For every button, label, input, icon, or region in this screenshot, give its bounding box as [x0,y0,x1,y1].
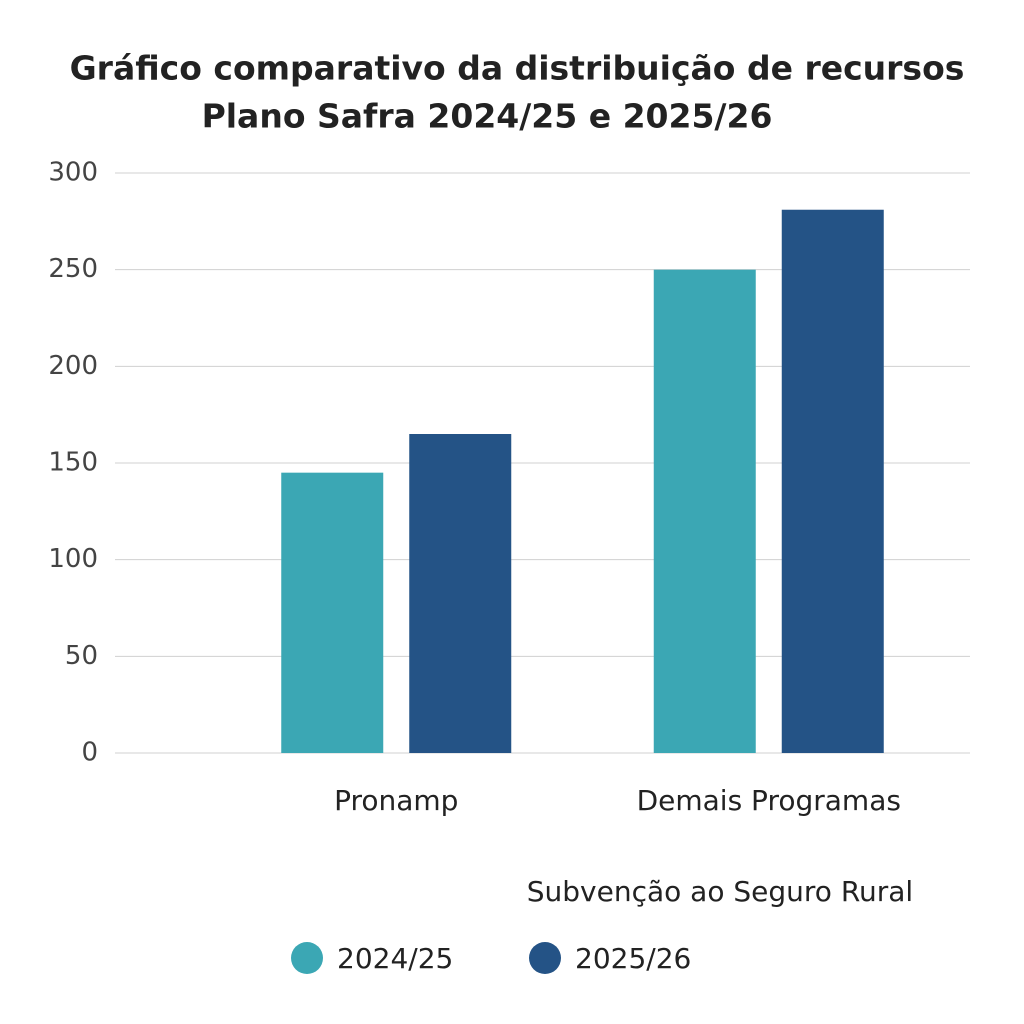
bar [781,209,884,753]
y-tick-label: 50 [65,641,98,671]
bar [653,269,756,753]
legend-marker [291,942,323,974]
x-tick-label: Pronamp [334,784,458,817]
y-tick-label: 100 [48,544,98,574]
y-tick-label: 200 [48,351,98,381]
x-tick-label: Demais Programas [637,784,901,817]
y-tick-label: 250 [48,254,98,284]
legend-marker [529,942,561,974]
bar [281,472,384,753]
y-tick-label: 0 [81,738,98,768]
chart-title: Plano Safra 2024/25 e 2025/26 [202,97,773,136]
y-tick-label: 150 [48,448,98,478]
chart-title: Gráfico comparativo da distribuição de r… [70,49,965,88]
annotation: Subvenção ao Seguro Rural [527,875,913,908]
y-tick-label: 300 [48,158,98,188]
bar [409,434,512,753]
legend-label: 2024/25 [337,942,453,975]
legend-label: 2025/26 [575,942,691,975]
